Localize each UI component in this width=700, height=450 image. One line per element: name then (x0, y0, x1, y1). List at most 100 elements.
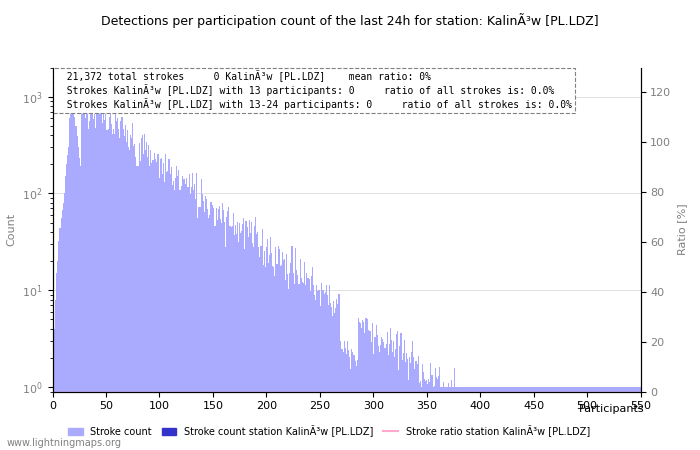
Bar (85, 117, 86, 450)
Bar (339, 294, 340, 450)
Bar (405, 362, 406, 450)
Bar (463, 387, 465, 450)
Bar (104, 120, 106, 450)
Bar (280, 266, 281, 450)
Y-axis label: Count: Count (6, 213, 17, 246)
Bar (90, 107, 92, 450)
Bar (101, 112, 102, 450)
Bar (595, 387, 596, 450)
Bar (402, 353, 404, 450)
Bar (97, 110, 98, 450)
Bar (626, 387, 627, 450)
Bar (542, 387, 544, 450)
Bar (137, 166, 139, 450)
Bar (260, 246, 262, 450)
Bar (621, 387, 622, 450)
Bar (483, 387, 484, 450)
Bar (534, 387, 536, 450)
Bar (512, 387, 514, 450)
Bar (630, 387, 631, 450)
Bar (94, 114, 95, 450)
Bar (257, 232, 258, 450)
Bar (410, 363, 411, 450)
Bar (573, 387, 574, 450)
Bar (457, 387, 458, 450)
Bar (606, 387, 607, 450)
Bar (323, 294, 325, 450)
Bar (384, 348, 386, 450)
Bar (637, 387, 638, 450)
Bar (60, 218, 62, 450)
Bar (319, 290, 321, 450)
Bar (186, 178, 187, 450)
Bar (577, 387, 578, 450)
Bar (268, 262, 269, 450)
Bar (326, 285, 327, 450)
Bar (547, 387, 548, 450)
Bar (314, 295, 315, 450)
Bar (624, 387, 625, 450)
Bar (223, 211, 224, 450)
Bar (596, 387, 597, 450)
Bar (459, 387, 461, 450)
Bar (188, 187, 189, 450)
Bar (189, 174, 190, 450)
Bar (502, 387, 503, 450)
Bar (62, 210, 63, 450)
Bar (218, 206, 220, 450)
Bar (438, 376, 439, 450)
Bar (281, 265, 282, 450)
Bar (421, 387, 422, 450)
Bar (303, 283, 304, 450)
Bar (609, 387, 610, 450)
Text: Participants: Participants (578, 405, 644, 414)
Bar (599, 387, 601, 450)
Bar (299, 284, 300, 450)
Bar (255, 216, 256, 450)
Bar (342, 350, 343, 450)
Bar (290, 263, 291, 450)
Bar (157, 154, 158, 450)
Bar (267, 239, 268, 450)
Bar (92, 118, 94, 450)
Bar (145, 150, 146, 450)
Bar (348, 350, 349, 450)
Bar (518, 387, 519, 450)
Bar (115, 109, 116, 450)
Bar (273, 267, 274, 450)
Bar (330, 303, 331, 450)
Bar (340, 341, 341, 450)
Bar (67, 155, 68, 450)
Bar (98, 106, 99, 450)
Bar (265, 267, 266, 450)
Bar (312, 267, 313, 450)
Bar (617, 387, 619, 450)
Bar (526, 387, 528, 450)
Bar (195, 198, 196, 450)
Bar (57, 261, 58, 450)
Bar (622, 387, 623, 450)
Bar (277, 246, 279, 450)
Bar (499, 387, 500, 450)
Bar (311, 276, 312, 450)
Bar (396, 334, 398, 450)
Bar (548, 387, 549, 450)
Bar (162, 174, 163, 450)
Bar (619, 387, 620, 450)
Bar (394, 356, 395, 450)
Bar (435, 368, 436, 450)
Bar (357, 360, 358, 450)
Bar (234, 225, 236, 450)
Bar (191, 187, 192, 450)
Bar (433, 386, 435, 450)
Bar (628, 387, 629, 450)
Bar (160, 159, 161, 450)
Bar (631, 387, 633, 450)
Bar (639, 387, 640, 450)
Bar (428, 379, 429, 450)
Bar (58, 241, 60, 450)
Bar (222, 203, 223, 450)
Bar (615, 387, 617, 450)
Bar (601, 387, 603, 450)
Bar (581, 387, 582, 450)
